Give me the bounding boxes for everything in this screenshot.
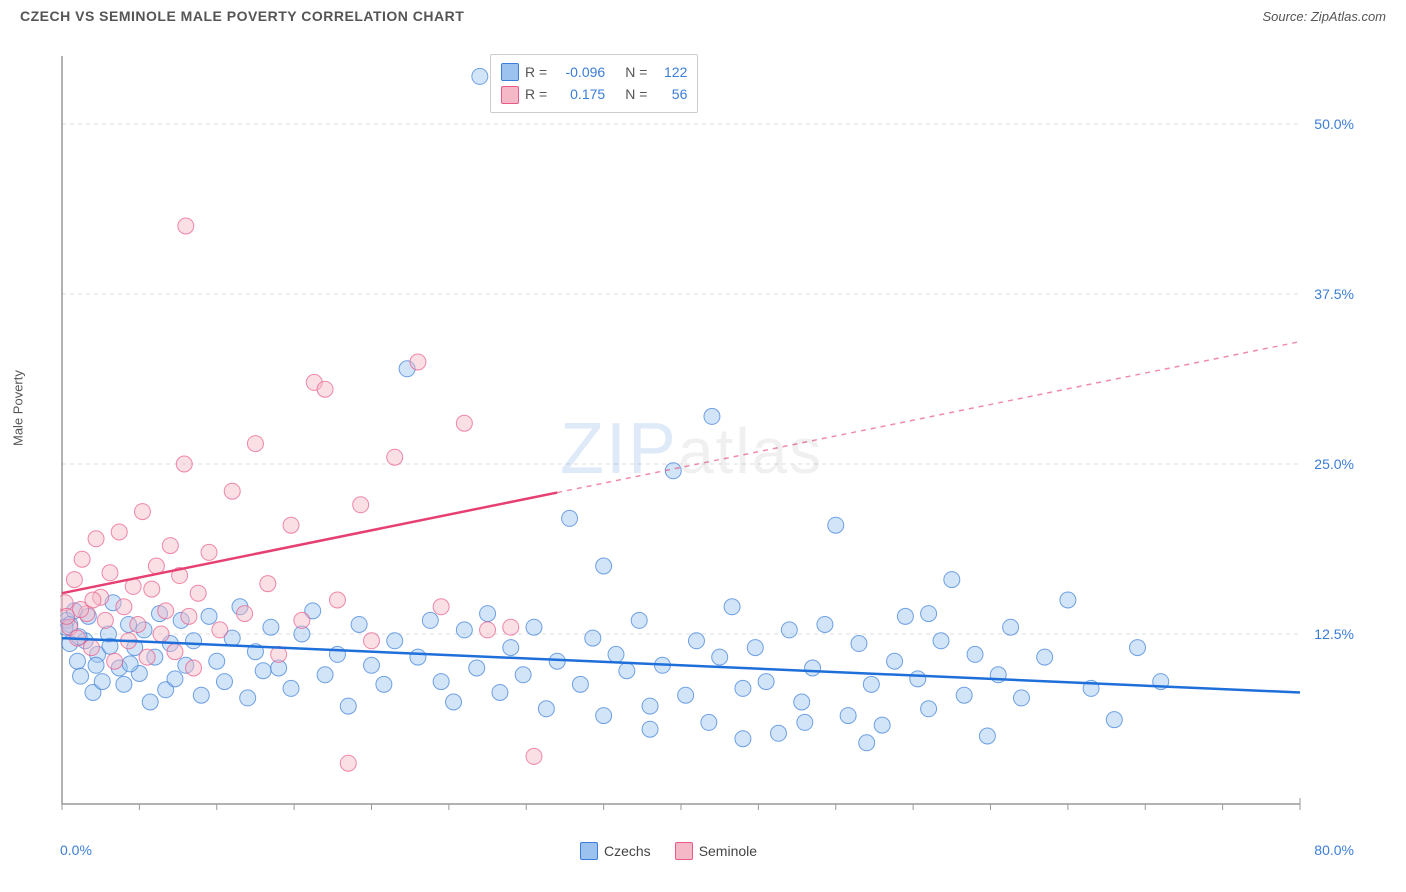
- legend-label: Czechs: [604, 843, 651, 859]
- legend-swatch: [580, 842, 598, 860]
- r-value: -0.096: [553, 61, 605, 83]
- r-label: R =: [525, 61, 547, 83]
- r-label: R =: [525, 83, 547, 105]
- svg-text:50.0%: 50.0%: [1314, 116, 1354, 132]
- stats-legend-box: R = -0.096 N = 122 R = 0.175 N = 56: [490, 54, 698, 113]
- scatter-plot: 12.5% 25.0% 37.5% 50.0%: [60, 48, 1360, 834]
- stats-legend-row: R = -0.096 N = 122: [501, 61, 687, 83]
- source-label: Source: ZipAtlas.com: [1262, 9, 1386, 24]
- chart-area: 12.5%25.0%37.5%50.0% ZIPatlas R =-0.096N…: [60, 48, 1360, 834]
- n-value: 56: [653, 83, 687, 105]
- r-value: 0.175: [553, 83, 605, 105]
- legend-swatch: [501, 86, 519, 104]
- svg-text:12.5%: 12.5%: [1314, 626, 1354, 642]
- series-legend: Czechs Seminole: [580, 842, 757, 860]
- legend-label: Seminole: [699, 843, 757, 859]
- y-axis-label: Male Poverty: [11, 370, 26, 446]
- n-label: N =: [625, 61, 647, 83]
- svg-text:37.5%: 37.5%: [1314, 286, 1354, 302]
- svg-text:25.0%: 25.0%: [1314, 456, 1354, 472]
- n-label: N =: [625, 83, 647, 105]
- legend-item: Seminole: [675, 842, 757, 860]
- legend-swatch: [501, 63, 519, 81]
- legend-item: Czechs: [580, 842, 651, 860]
- chart-title: CZECH VS SEMINOLE MALE POVERTY CORRELATI…: [20, 8, 464, 24]
- x-min-label: 0.0%: [60, 842, 92, 858]
- legend-swatch: [675, 842, 693, 860]
- n-value: 122: [653, 61, 687, 83]
- x-max-label: 80.0%: [1314, 842, 1354, 858]
- stats-legend-row: R = 0.175 N = 56: [501, 83, 687, 105]
